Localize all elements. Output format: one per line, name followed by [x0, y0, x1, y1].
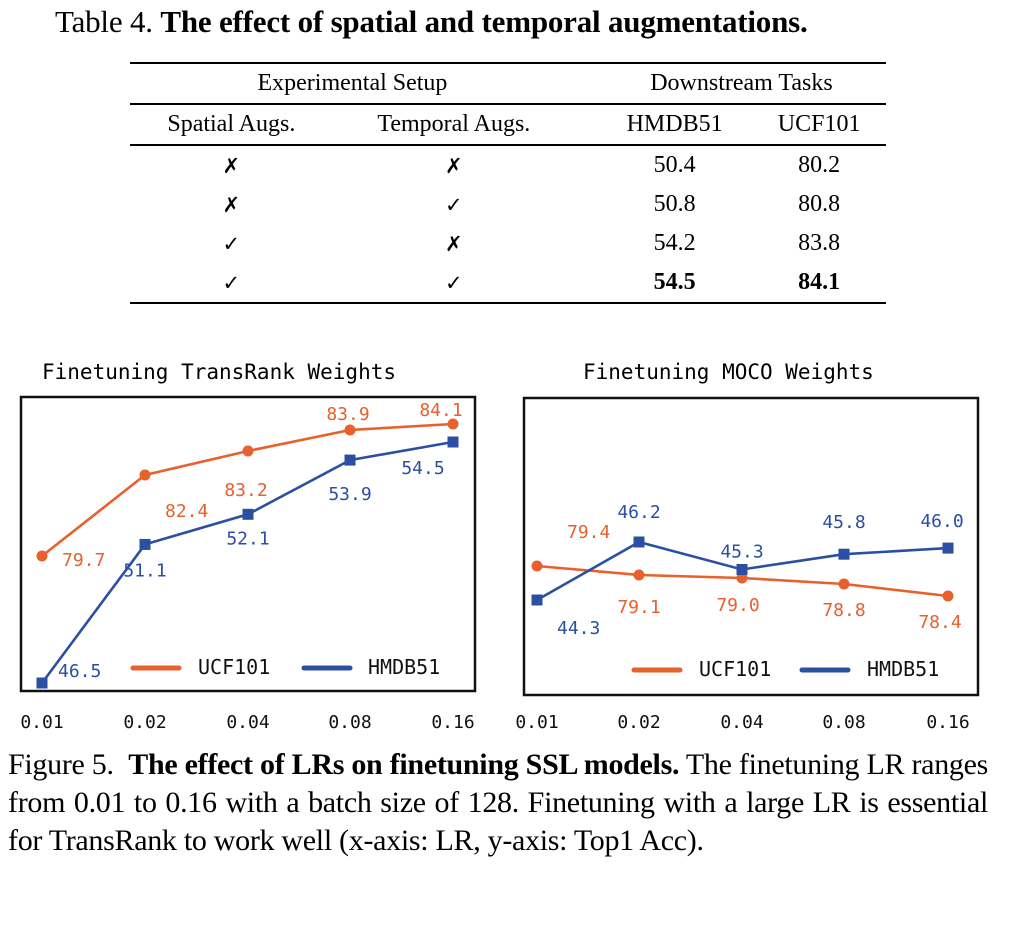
figure-caption-label: Figure 5.: [8, 748, 114, 781]
table-row: ✓ ✓ 54.5 84.1: [130, 263, 886, 304]
legend-label-ucf101: UCF101: [198, 655, 270, 679]
figure-caption-body: The finetuning LR ranges from 0.01 to 0.…: [8, 748, 988, 857]
cell-temporal: ✗: [332, 144, 575, 185]
plot-frame: [522, 396, 980, 697]
data-point-ucf101: [838, 578, 850, 590]
cell-spatial: ✓: [130, 263, 333, 304]
chart-title-moco: Finetuning MOCO Weights: [583, 360, 874, 384]
table-row: ✗ ✓ 50.8 80.8: [130, 185, 886, 224]
data-label-ucf101: 79.1: [617, 597, 660, 618]
table-header-row: Spatial Augs. Temporal Augs. HMDB51 UCF1…: [130, 103, 886, 145]
cell-temporal: ✗: [445, 231, 463, 256]
data-point-ucf101: [139, 469, 151, 481]
x-tick-label: 0.16: [431, 712, 474, 733]
x-tick-label: 0.04: [226, 712, 269, 733]
data-point-hmdb51: [736, 563, 748, 575]
group-header-tasks: Downstream Tasks: [596, 62, 886, 104]
cell-ucf101: 80.2: [752, 144, 886, 185]
column-header-spatial: Spatial Augs.: [130, 103, 333, 145]
cell-ucf101: 84.1: [752, 263, 886, 304]
data-label-ucf101: 79.7: [62, 550, 105, 571]
data-label-hmdb51: 44.3: [557, 618, 600, 639]
data-label-ucf101: 82.4: [165, 501, 208, 522]
data-label-ucf101: 83.2: [224, 480, 267, 501]
cell-spatial: ✗: [130, 144, 333, 185]
x-tick-label: 0.08: [328, 712, 371, 733]
data-label-hmdb51: 46.5: [58, 661, 101, 682]
cell-hmdb51: 54.5: [596, 263, 753, 304]
data-point-hmdb51: [344, 454, 356, 466]
cell-ucf101: 80.8: [798, 191, 841, 217]
cell-hmdb51: 54.2: [653, 230, 696, 256]
data-point-hmdb51: [36, 677, 48, 689]
figure-caption-title: The effect of LRs on finetuning SSL mode…: [128, 748, 680, 781]
data-label-ucf101: 78.4: [918, 612, 961, 633]
data-point-ucf101: [447, 418, 459, 430]
data-label-hmdb51: 54.5: [401, 458, 444, 479]
data-label-ucf101: 79.0: [716, 595, 759, 616]
data-label-ucf101: 83.9: [326, 404, 369, 425]
x-tick-label: 0.02: [617, 712, 660, 733]
data-label-hmdb51: 45.8: [822, 512, 865, 533]
x-tick-label: 0.01: [20, 712, 63, 733]
cell-spatial: ✓: [222, 231, 241, 256]
data-point-ucf101: [344, 424, 356, 436]
data-point-hmdb51: [447, 436, 459, 448]
legend-label-hmdb51: HMDB51: [867, 657, 939, 681]
data-label-ucf101: 78.8: [822, 600, 865, 621]
results-table: Experimental Setup Downstream Tasks Spat…: [130, 62, 886, 304]
legend-label-hmdb51: HMDB51: [368, 655, 440, 679]
group-header-setup: Experimental Setup: [130, 62, 575, 104]
data-label-hmdb51: 45.3: [720, 541, 763, 562]
data-label-ucf101: 79.4: [567, 522, 610, 543]
data-point-ucf101: [942, 590, 954, 602]
chart-title-transrank: Finetuning TransRank Weights: [42, 360, 397, 384]
column-header-ucf101: UCF101: [752, 103, 886, 145]
data-point-ucf101: [736, 572, 748, 584]
x-tick-label: 0.02: [123, 712, 166, 733]
data-label-hmdb51: 46.0: [920, 511, 963, 532]
cell-temporal: ✓: [332, 263, 575, 304]
chart-transrank: 0.01 0.02 0.04 0.08 0.16 79.7 82.4 83.2 83.9 84.1…: [19, 395, 477, 733]
table-caption: Table 4. The effect of spatial and tempo…: [55, 4, 808, 40]
table-row: ✓ ✗ 54.2 83.8: [130, 224, 886, 263]
legend-label-ucf101: UCF101: [699, 657, 771, 681]
cell-spatial: ✗: [222, 192, 241, 217]
data-point-hmdb51: [633, 536, 645, 548]
table-caption-title: The effect of spatial and temporal augme…: [160, 4, 808, 39]
data-label-hmdb51: 52.1: [226, 528, 269, 549]
x-tick-label: 0.04: [720, 712, 763, 733]
chart-moco: 0.01 0.02 0.04 0.08 0.16 79.4 79.1 79.0 78.8 78.4…: [515, 396, 980, 733]
x-tick-label: 0.16: [926, 712, 969, 733]
data-label-hmdb51: 53.9: [328, 484, 371, 505]
data-point-hmdb51: [838, 548, 850, 560]
table-group-header-row: Experimental Setup Downstream Tasks: [130, 62, 886, 104]
table-row: ✗ ✗ 50.4 80.2: [130, 144, 886, 185]
data-label-hmdb51: 46.2: [617, 502, 660, 523]
data-point-hmdb51: [531, 594, 543, 606]
data-point-ucf101: [242, 445, 254, 457]
x-tick-label: 0.08: [822, 712, 865, 733]
data-label-hmdb51: 51.1: [123, 560, 166, 581]
column-header-hmdb51: HMDB51: [596, 103, 753, 145]
x-tick-label: 0.01: [515, 712, 558, 733]
figure-caption: Figure 5. The effect of LRs on finetunin…: [8, 746, 988, 860]
cell-hmdb51: 50.8: [653, 191, 696, 217]
data-point-hmdb51: [942, 542, 954, 554]
data-point-ucf101: [531, 560, 543, 572]
table-caption-label: Table 4.: [55, 4, 153, 39]
cell-ucf101: 83.8: [798, 230, 841, 256]
data-point-hmdb51: [242, 508, 254, 520]
column-header-temporal: Temporal Augs.: [332, 103, 575, 145]
cell-temporal: ✓: [445, 192, 463, 217]
data-point-ucf101: [36, 550, 48, 562]
cell-hmdb51: 50.4: [596, 144, 753, 185]
data-point-hmdb51: [139, 538, 151, 550]
data-label-ucf101: 84.1: [419, 400, 462, 421]
data-point-ucf101: [633, 569, 645, 581]
